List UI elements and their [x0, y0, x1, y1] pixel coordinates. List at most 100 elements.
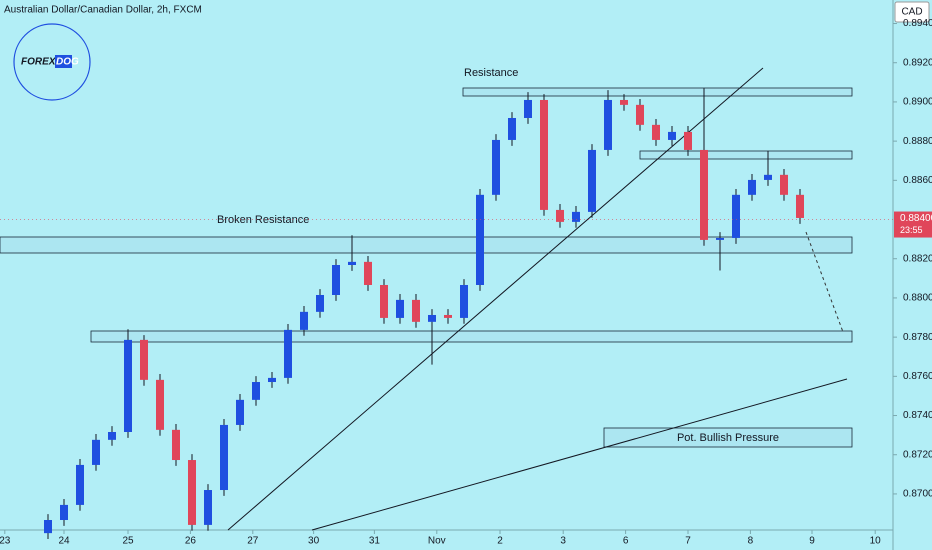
trendline[interactable] — [311, 378, 848, 531]
candle-body — [588, 149, 596, 212]
currency-box[interactable] — [894, 1, 930, 23]
x-tick-label: Nov — [428, 536, 446, 547]
candle-body — [348, 261, 356, 265]
candle-body — [172, 429, 180, 461]
countdown: 23:55 — [900, 225, 923, 235]
candle-body — [364, 261, 372, 285]
candle-body — [60, 504, 68, 521]
candle-body — [748, 179, 756, 195]
candle-body — [668, 131, 676, 140]
candle-body — [316, 294, 324, 312]
candle-body — [428, 314, 436, 322]
annotation: Broken Resistance — [217, 214, 309, 226]
candle-body — [508, 117, 516, 140]
logo: FOREX DOG — [13, 23, 91, 101]
candle-body — [332, 265, 340, 295]
x-tick-label: 6 — [623, 536, 629, 547]
x-tick-label: 30 — [308, 536, 320, 547]
x-tick-label: 7 — [685, 536, 691, 547]
bullish-zone[interactable] — [603, 427, 853, 448]
trendline[interactable] — [227, 67, 764, 531]
x-tick-label: 10 — [870, 536, 882, 547]
candle-body — [684, 131, 692, 150]
candle-body — [76, 464, 84, 505]
chart-title: Australian Dollar/Canadian Dollar, 2h, F… — [4, 5, 202, 16]
minor-zone[interactable] — [639, 150, 853, 160]
x-tick-label: 27 — [247, 536, 259, 547]
candle-body — [540, 99, 548, 210]
last-price-box — [894, 211, 932, 238]
candle-body — [716, 237, 724, 240]
candle-body — [284, 329, 292, 378]
logo-circle — [13, 23, 91, 101]
x-tick-label: 3 — [560, 536, 566, 547]
candle-body — [764, 174, 772, 180]
candle-body — [124, 339, 132, 432]
candle-body — [572, 211, 580, 222]
x-tick-label: 23 — [0, 536, 11, 547]
x-tick-label: 9 — [809, 536, 815, 547]
candle-body — [652, 124, 660, 140]
logo-accent: DOG — [56, 57, 79, 68]
candle-body — [780, 174, 788, 195]
candle-body — [220, 424, 228, 491]
x-tick-label: 25 — [122, 536, 134, 547]
candle-body — [156, 379, 164, 430]
last-price-label: 0.88400 — [900, 213, 932, 224]
candle-body — [460, 284, 468, 318]
candle-body — [140, 339, 148, 380]
candle-body — [108, 431, 116, 440]
x-tick-label: 31 — [369, 536, 381, 547]
candle-body — [796, 194, 804, 218]
candle-body — [204, 490, 212, 525]
currency: CAD — [901, 7, 922, 18]
candle-body — [300, 311, 308, 330]
candle-body — [188, 460, 196, 525]
y-tick-label: 0.87000 — [903, 489, 932, 500]
x-tick-label: 24 — [58, 536, 70, 547]
support-zone[interactable] — [90, 330, 853, 343]
broken-resistance-zone[interactable] — [0, 236, 853, 254]
resistance-zone[interactable] — [462, 87, 853, 97]
annotation: Resistance — [464, 67, 518, 79]
candle-body — [444, 314, 452, 318]
candle-body — [412, 299, 420, 322]
candle-body — [268, 377, 276, 383]
x-tick-label: 26 — [185, 536, 197, 547]
candle-body — [492, 139, 500, 195]
x-tick-label: 8 — [748, 536, 754, 547]
x-tick-label: 2 — [497, 536, 503, 547]
candle-body — [604, 99, 612, 150]
annotation: Pot. Bullish Pressure — [677, 432, 779, 444]
logo-text: FOREX — [21, 57, 57, 68]
candle-body — [92, 439, 100, 465]
candle-body — [476, 194, 484, 285]
candle-body — [524, 99, 532, 118]
candle-body — [44, 520, 52, 534]
drawings: Resistance Broken Resistance Pot. Bullis… — [0, 67, 853, 531]
candle-body — [236, 399, 244, 425]
candle-body — [396, 299, 404, 318]
candle-body — [700, 149, 708, 240]
candle-body — [732, 194, 740, 238]
candle-body — [252, 382, 260, 400]
candle-body — [620, 99, 628, 105]
candle-body — [380, 284, 388, 318]
logo-accent-bg — [55, 55, 72, 68]
candle-body — [556, 209, 564, 222]
candle-body — [636, 104, 644, 125]
